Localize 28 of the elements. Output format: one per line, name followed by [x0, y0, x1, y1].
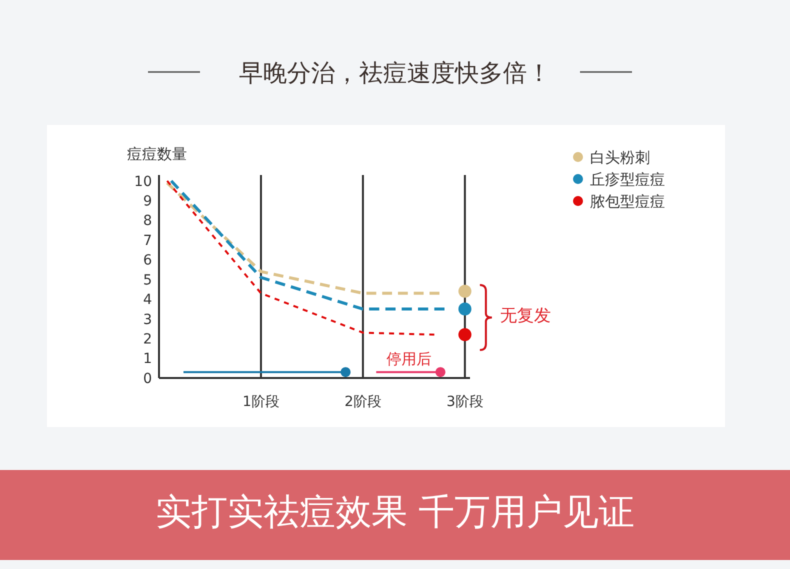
legend-label: 脓包型痘痘 [590, 192, 665, 210]
point [340, 367, 351, 378]
annotation: 无复发 [500, 306, 551, 326]
y-tick-label: 1 [143, 351, 152, 368]
y-tick-label: 0 [143, 370, 152, 387]
legend-label: 丘疹型痘痘 [590, 170, 665, 188]
text: 实打实祛痘效果 千万用户见证 [155, 492, 635, 533]
y-axis-title: 痘痘数量 [127, 145, 187, 163]
line-series [166, 180, 436, 336]
x-tick-label: 3阶段 [446, 394, 484, 410]
y-tick-label: 5 [143, 272, 152, 288]
y-tick-label: 3 [143, 312, 152, 328]
point [458, 302, 472, 316]
y-tick-label: 7 [143, 232, 152, 249]
annotation: 停用后 [386, 350, 432, 368]
legend-label: 白头粉刺 [590, 148, 650, 166]
y-tick-label: 9 [143, 194, 152, 210]
y-tick-label: 6 [143, 252, 152, 269]
chart-title: 早晚分治，祛痘速度快多倍！ [239, 59, 551, 87]
point [458, 284, 472, 298]
y-tick-label: 4 [143, 292, 152, 308]
y-tick-label: 2 [143, 331, 152, 348]
point [458, 328, 472, 342]
x-tick-label: 1阶段 [242, 394, 280, 410]
point [435, 367, 446, 378]
x-tick-label: 2阶段 [344, 394, 382, 410]
y-tick-label: 8 [143, 213, 152, 230]
y-tick-label: 10 [134, 174, 152, 190]
